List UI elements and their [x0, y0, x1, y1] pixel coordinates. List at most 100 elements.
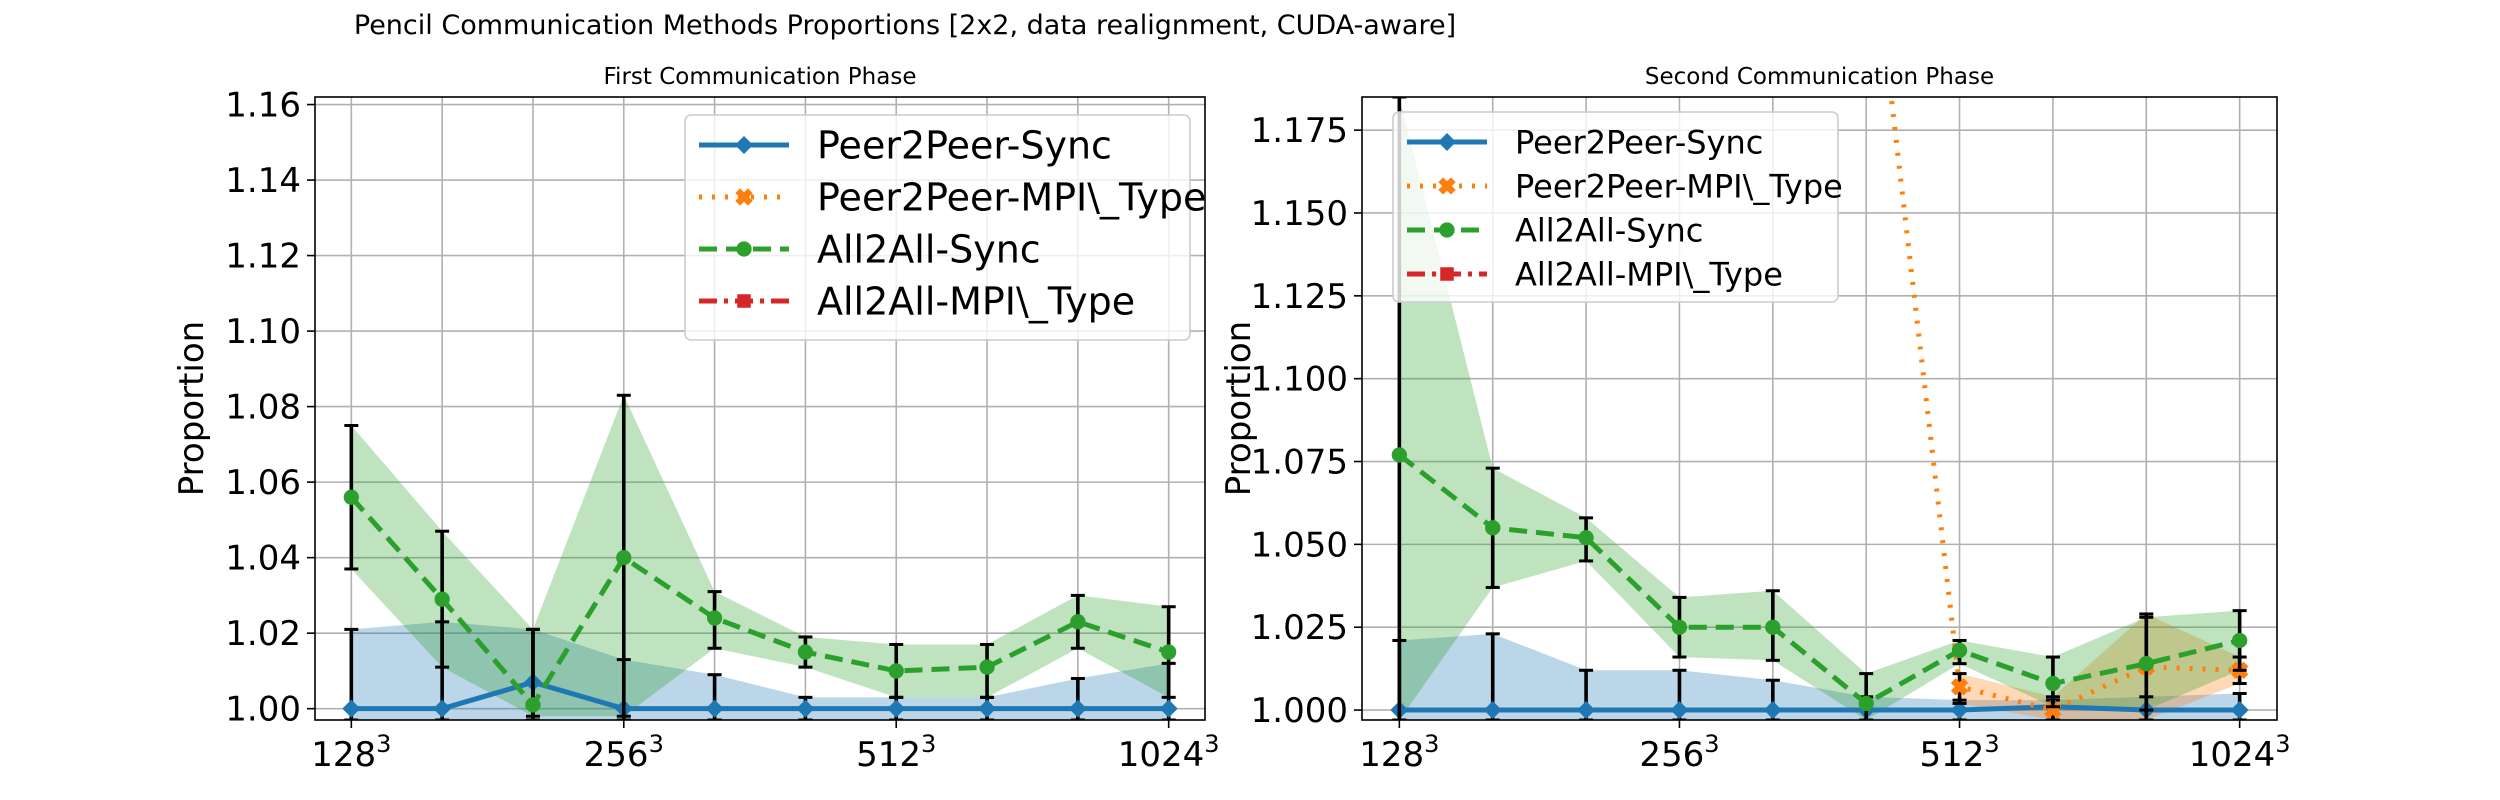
x-tick-label: 5123 — [1919, 730, 1999, 775]
point-peer2peer_sync — [1577, 701, 1596, 720]
legend-label: All2All-Sync — [1515, 212, 1703, 250]
panel-1-title: First Communication Phase — [604, 64, 917, 90]
y-tick-label: 1.075 — [1251, 443, 1348, 483]
y-tick-label: 1.12 — [225, 237, 301, 277]
point-all2all_sync — [1858, 695, 1874, 712]
point-peer2peer_sync — [887, 699, 906, 718]
band-peer2peer_sync — [1399, 633, 2240, 720]
point-all2all_sync — [343, 489, 359, 505]
y-tick-label: 1.175 — [1251, 111, 1348, 151]
point-peer2peer_sync — [433, 699, 452, 718]
point-all2all_sync — [2138, 656, 2154, 672]
figure-title: Pencil Communication Methods Proportions… — [353, 10, 1457, 41]
y-tick-label: 1.125 — [1251, 277, 1348, 317]
point-all2all_sync — [2045, 675, 2061, 692]
point-peer2peer_sync — [342, 699, 361, 718]
point-all2all_sync — [1391, 447, 1407, 463]
legend-marker-peer2peer_sync — [1438, 133, 1456, 151]
panel-2-frame — [1361, 96, 2278, 721]
point-all2all_sync — [616, 549, 632, 566]
point-all2all_sync — [434, 591, 450, 607]
x-tick-label: 1283 — [1359, 730, 1439, 775]
series-line-all2all_sync — [349, 495, 1170, 708]
x-tick-label: 10243 — [2189, 730, 2291, 775]
point-all2all_sync — [797, 644, 814, 660]
point-all2all_sync — [1485, 520, 1501, 536]
legend-marker-all2all_sync — [1439, 222, 1455, 238]
legend-label: Peer2Peer-Sync — [817, 124, 1112, 168]
legend-marker-peer2peer_sync — [735, 136, 753, 154]
point-peer2peer_sync — [796, 699, 815, 718]
band-all2all_sync — [351, 395, 1169, 717]
point-all2all_sync — [1765, 619, 1781, 635]
y-tick-label: 1.000 — [1251, 691, 1348, 731]
legend-label: Peer2Peer-MPI\_Type — [817, 176, 1206, 220]
panel-2-data — [1390, 97, 2249, 720]
point-all2all_sync — [1578, 530, 1594, 546]
x-tick-label: 10243 — [1118, 730, 1220, 775]
series-line-peer2peer_sync — [1399, 704, 2240, 713]
panel-1-y-label: Proportion — [172, 321, 212, 496]
point-peer2peer_sync — [1950, 701, 1969, 720]
legend-box — [684, 114, 1191, 341]
legend-label: All2All-Sync — [817, 228, 1041, 272]
point-all2all_sync — [706, 610, 723, 626]
x-tick-label: 2563 — [1639, 730, 1719, 775]
band-all2all_sync — [1399, 97, 2240, 720]
y-tick-label: 1.16 — [225, 86, 301, 126]
y-tick-label: 1.08 — [225, 388, 301, 428]
legend-label: All2All-MPI\_Type — [1515, 256, 1783, 294]
series-line-peer2peer_mpi_type — [1888, 97, 2240, 713]
panel-2-y-label: Proportion — [1219, 321, 1259, 496]
point-peer2peer_sync — [1159, 699, 1178, 718]
legend-label: Peer2Peer-Sync — [1515, 124, 1763, 162]
series-line-peer2peer_sync — [351, 679, 1169, 712]
band-peer2peer_sync — [351, 621, 1169, 720]
y-tick-label: 1.050 — [1251, 525, 1348, 565]
y-tick-label: 1.02 — [225, 614, 301, 654]
point-all2all_sync — [1671, 619, 1688, 635]
point-all2all_sync — [525, 697, 541, 713]
panel-1-legend: Peer2Peer-Sync Peer2Peer-MPI\_Type All2All… — [684, 114, 1206, 341]
legend-box — [1392, 111, 1839, 303]
point-all2all_sync — [1951, 642, 1968, 659]
point-peer2peer_mpi_type — [1950, 678, 1969, 696]
panel-2-title: Second Communication Phase — [1645, 64, 1994, 90]
series-line-all2all_sync — [1397, 452, 2241, 706]
legend-marker-all2all_sync — [736, 241, 752, 257]
x-tick-label: 5123 — [856, 730, 936, 775]
panel-1-data — [342, 393, 1178, 720]
legend-marker-peer2peer_mpi_type — [1438, 177, 1456, 195]
legend-marker-all2all_mpi_type — [1440, 267, 1454, 281]
point-peer2peer_sync — [705, 699, 724, 718]
point-peer2peer_sync — [1483, 701, 1502, 720]
point-peer2peer_sync — [978, 699, 997, 718]
legend-label: Peer2Peer-MPI\_Type — [1515, 168, 1843, 206]
y-tick-label: 1.10 — [225, 312, 301, 352]
point-all2all_sync — [979, 659, 995, 675]
legend-marker-all2all_mpi_type — [737, 294, 751, 308]
point-all2all_sync — [888, 663, 904, 679]
panel-2-legend: Peer2Peer-Sync Peer2Peer-MPI\_Type All2All… — [1392, 111, 1843, 303]
y-tick-label: 1.04 — [225, 539, 301, 579]
x-tick-label: 2563 — [584, 730, 664, 775]
legend-label: All2All-MPI\_Type — [817, 280, 1135, 324]
panel-1-frame — [314, 96, 1206, 721]
y-tick-label: 1.025 — [1251, 608, 1348, 648]
y-tick-label: 1.00 — [225, 690, 301, 730]
point-peer2peer_sync — [1763, 701, 1782, 720]
band-peer2peer_mpi_type — [1959, 613, 2240, 720]
x-tick-label: 1283 — [311, 730, 391, 775]
y-tick-label: 1.06 — [225, 463, 301, 503]
point-peer2peer_sync — [1068, 699, 1087, 718]
point-all2all_sync — [2232, 632, 2248, 649]
point-all2all_sync — [1070, 614, 1086, 630]
point-peer2peer_sync — [2230, 701, 2249, 720]
point-peer2peer_sync — [1670, 701, 1689, 720]
y-tick-label: 1.150 — [1251, 194, 1348, 234]
panel-1: 1.00 1.02 1.04 1.06 1.08 1.10 1.12 1.14 1.16 1283… — [172, 64, 1220, 775]
y-tick-label: 1.100 — [1251, 360, 1348, 400]
point-all2all_sync — [1161, 644, 1177, 660]
